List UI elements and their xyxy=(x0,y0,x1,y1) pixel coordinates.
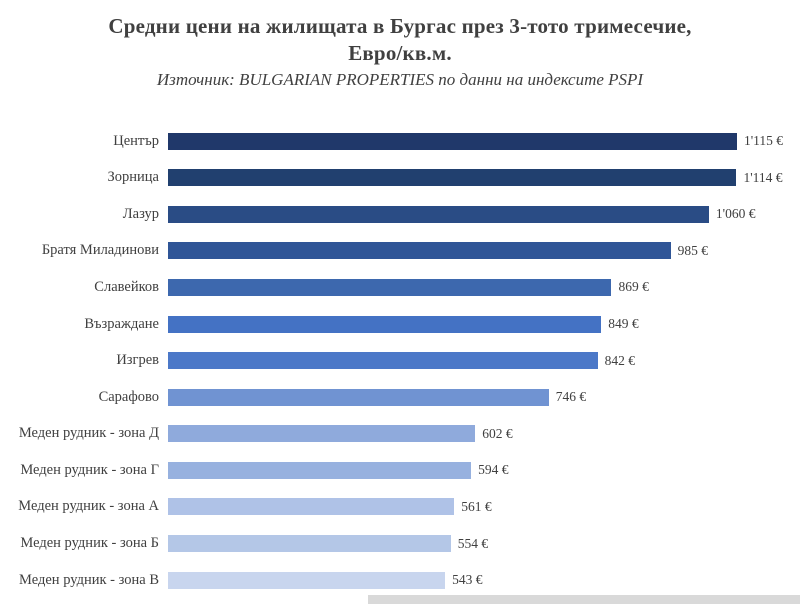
bar-track: 594 € xyxy=(168,461,800,479)
chart-rows: Център 1'115 € Зорница 1'114 € Лазур 1'060 € Б… xyxy=(0,123,800,599)
bar xyxy=(168,242,671,260)
category-label: Славейков xyxy=(94,278,159,295)
value-label: 985 € xyxy=(677,242,709,258)
chart-header: Средни цени на жилищата в Бургас през 3-… xyxy=(0,0,800,90)
bar xyxy=(168,498,455,516)
category-label: Братя Миладинови xyxy=(41,242,159,259)
bar-track: 1'115 € xyxy=(168,132,800,150)
category-label: Меден рудник - зона Д xyxy=(18,425,159,442)
value-label: 1'115 € xyxy=(744,133,784,149)
value-label: 594 € xyxy=(478,462,509,478)
bar-track: 985 € xyxy=(168,242,800,260)
value-label: 869 € xyxy=(618,279,649,295)
category-label: Изгрев xyxy=(116,352,159,369)
chart-title-line1: Средни цени на жилищата в Бургас през 3-… xyxy=(108,14,692,38)
chart-row: Меден рудник - зона Б 554 € xyxy=(0,525,800,562)
value-label: 842 € xyxy=(604,352,636,368)
bar-track: 746 € xyxy=(168,388,800,406)
value-label: 1'114 € xyxy=(743,169,783,185)
bar-track: 561 € xyxy=(168,498,800,516)
chart-row: Меден рудник - зона В 543 € xyxy=(0,562,800,599)
category-label: Меден рудник - зона А xyxy=(18,498,159,515)
bar xyxy=(168,132,737,150)
bar xyxy=(168,352,598,370)
bar-track: 602 € xyxy=(168,425,800,443)
bar xyxy=(168,278,612,296)
value-label: 1'060 € xyxy=(715,206,756,222)
value-label: 554 € xyxy=(457,535,489,551)
bar-track: 1'114 € xyxy=(168,169,800,187)
bar-track: 1'060 € xyxy=(168,205,800,223)
chart-row: Меден рудник - зона А 561 € xyxy=(0,489,800,526)
category-label: Възраждане xyxy=(84,315,159,332)
category-label: Меден рудник - зона Г xyxy=(20,461,159,478)
chart-row: Братя Миладинови 985 € xyxy=(0,233,800,270)
value-label: 543 € xyxy=(452,572,483,588)
chart-row: Меден рудник - зона Г 594 € xyxy=(0,452,800,489)
bar xyxy=(168,205,709,223)
chart-row: Зорница 1'114 € xyxy=(0,159,800,196)
value-label: 746 € xyxy=(555,389,587,405)
bar-track: 554 € xyxy=(168,535,800,553)
category-label: Център xyxy=(113,132,159,149)
value-label: 602 € xyxy=(482,425,513,441)
horizontal-scrollbar[interactable] xyxy=(368,595,800,604)
bar-track: 543 € xyxy=(168,571,800,589)
bar-track: 869 € xyxy=(168,278,800,296)
value-label: 561 € xyxy=(461,498,492,514)
bar-track: 849 € xyxy=(168,315,800,333)
bar xyxy=(168,315,602,333)
chart-title-line2: Евро/кв.м. xyxy=(348,40,452,65)
bar xyxy=(168,388,549,406)
chart-row: Славейков 869 € xyxy=(0,269,800,306)
category-label: Меден рудник - зона В xyxy=(19,571,159,588)
bar-chart: Център 1'115 € Зорница 1'114 € Лазур 1'060 € Б… xyxy=(0,123,800,599)
bar xyxy=(168,169,737,187)
chart-row: Център 1'115 € xyxy=(0,123,800,160)
chart-row: Лазур 1'060 € xyxy=(0,196,800,233)
chart-subtitle: Източник: BULGARIAN PROPERTIES по данни … xyxy=(156,69,644,89)
chart-row: Сарафово 746 € xyxy=(0,379,800,416)
chart-row: Меден рудник - зона Д 602 € xyxy=(0,416,800,453)
bar xyxy=(168,461,472,479)
bar xyxy=(168,425,476,443)
category-label: Сарафово xyxy=(98,388,159,405)
bar-track: 842 € xyxy=(168,352,800,370)
chart-row: Възраждане 849 € xyxy=(0,306,800,343)
category-label: Меден рудник - зона Б xyxy=(20,535,159,552)
value-label: 849 € xyxy=(608,316,639,332)
bar xyxy=(168,571,446,589)
bar xyxy=(168,535,451,553)
category-label: Лазур xyxy=(122,205,159,222)
chart-row: Изгрев 842 € xyxy=(0,342,800,379)
category-label: Зорница xyxy=(107,169,159,186)
